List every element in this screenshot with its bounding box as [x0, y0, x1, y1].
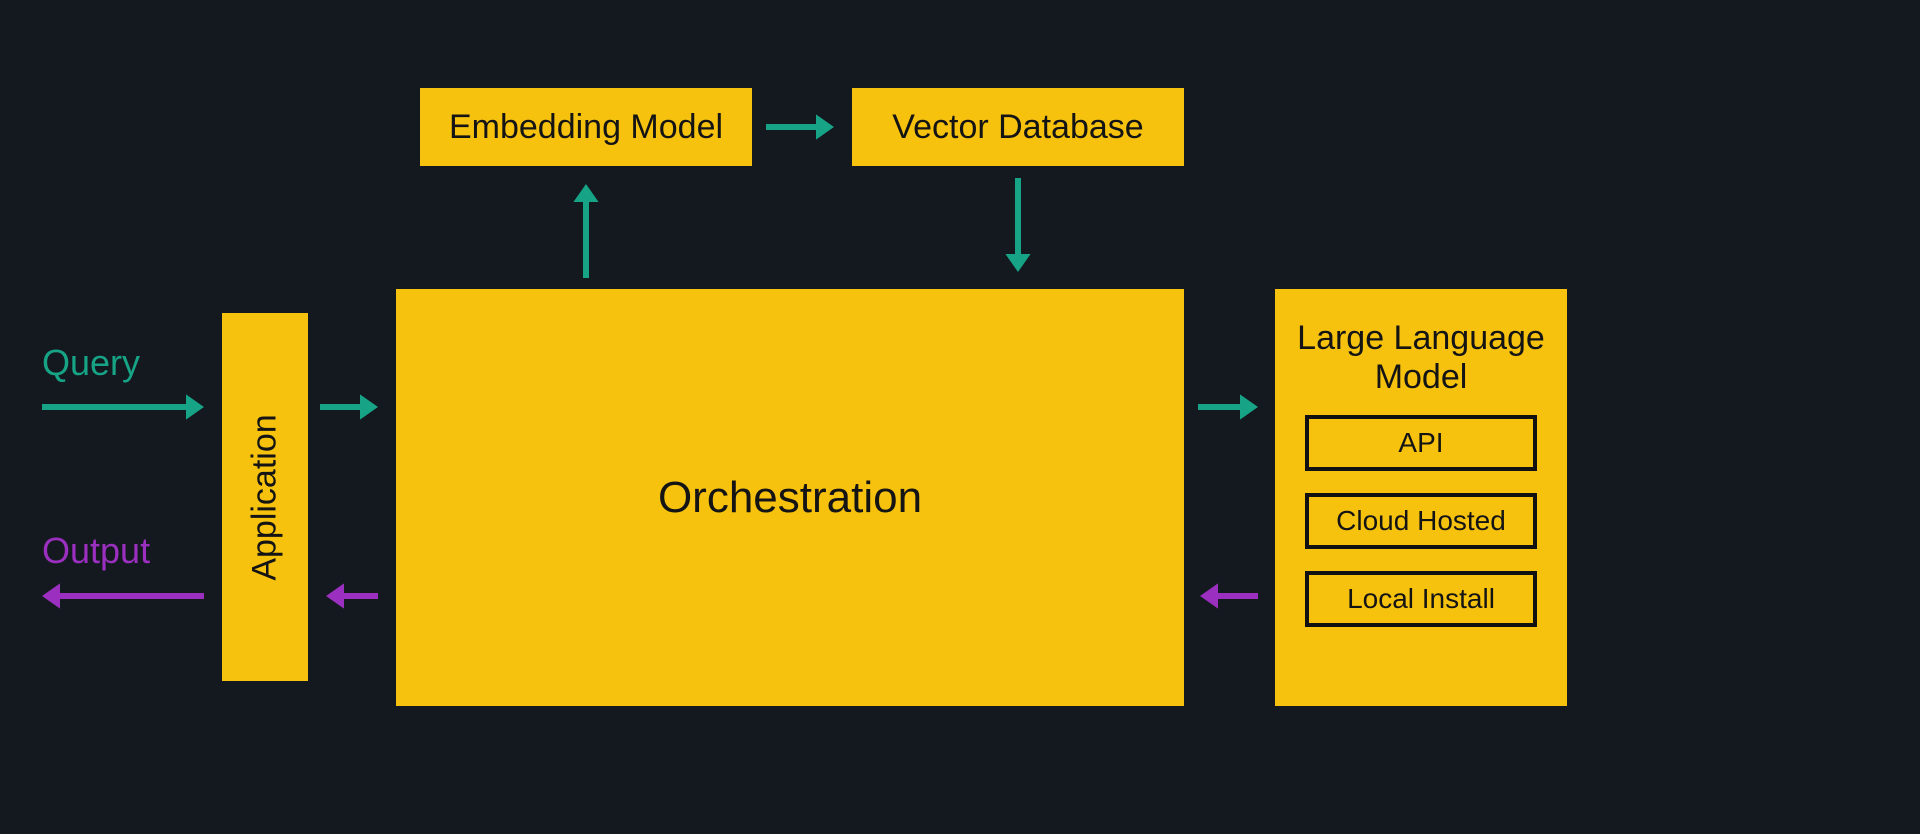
application-block: Application: [222, 313, 308, 681]
output-label: Output: [42, 530, 150, 572]
llm-label: Large Language Model: [1295, 319, 1547, 397]
application-label: Application: [246, 414, 285, 580]
vector-database-block: Vector Database: [852, 88, 1184, 166]
llm-block: Large Language Model API Cloud Hosted Lo…: [1275, 289, 1567, 706]
llm-sub-local-label: Local Install: [1347, 583, 1495, 615]
query-label: Query: [42, 342, 140, 384]
embedding-model-block: Embedding Model: [420, 88, 752, 166]
vector-database-label: Vector Database: [892, 108, 1143, 147]
llm-sub-api: API: [1305, 415, 1537, 471]
embedding-model-label: Embedding Model: [449, 108, 723, 147]
orchestration-block: Orchestration: [396, 289, 1184, 706]
llm-sub-api-label: API: [1398, 427, 1443, 459]
orchestration-label: Orchestration: [658, 473, 922, 523]
llm-sub-cloud: Cloud Hosted: [1305, 493, 1537, 549]
llm-sub-local: Local Install: [1305, 571, 1537, 627]
llm-sub-cloud-label: Cloud Hosted: [1336, 505, 1506, 537]
